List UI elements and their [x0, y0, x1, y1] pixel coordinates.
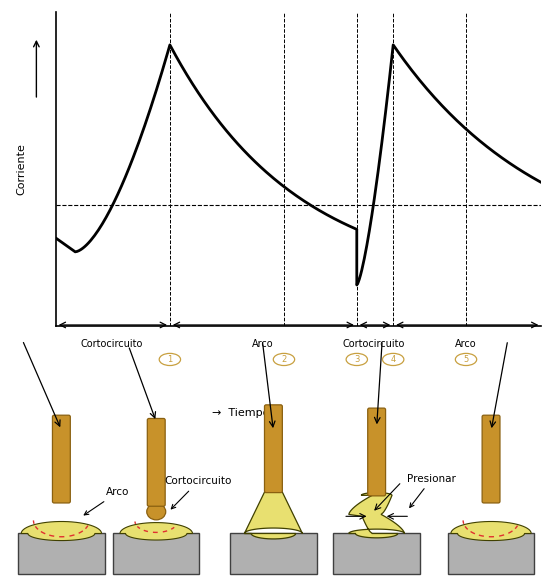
- Text: 5: 5: [463, 355, 469, 364]
- Bar: [18, 533, 105, 574]
- Text: 2: 2: [281, 355, 287, 364]
- Polygon shape: [21, 522, 102, 540]
- Text: Cortocircuito: Cortocircuito: [80, 339, 143, 349]
- Bar: [113, 533, 200, 574]
- Polygon shape: [349, 493, 405, 538]
- FancyBboxPatch shape: [264, 405, 282, 493]
- FancyBboxPatch shape: [482, 415, 500, 503]
- Polygon shape: [244, 491, 302, 539]
- Text: Presionar: Presionar: [407, 474, 456, 507]
- Text: Cortocircuito: Cortocircuito: [343, 339, 405, 349]
- Text: Arco: Arco: [252, 339, 274, 349]
- Polygon shape: [451, 522, 531, 540]
- Ellipse shape: [147, 503, 166, 520]
- FancyBboxPatch shape: [52, 415, 70, 503]
- Text: Arco: Arco: [84, 487, 129, 515]
- FancyBboxPatch shape: [368, 408, 386, 496]
- Text: →  Tiempo: → Tiempo: [211, 408, 269, 418]
- Polygon shape: [120, 523, 193, 540]
- Text: 4: 4: [391, 355, 396, 364]
- Bar: [448, 533, 535, 574]
- Text: 3: 3: [354, 355, 359, 364]
- Bar: [334, 533, 420, 574]
- Text: Arco: Arco: [455, 339, 477, 349]
- Bar: [230, 533, 317, 574]
- Text: 1: 1: [167, 355, 172, 364]
- Text: Corriente: Corriente: [17, 143, 27, 195]
- FancyBboxPatch shape: [147, 419, 165, 506]
- Text: Cortocircuito: Cortocircuito: [165, 476, 232, 509]
